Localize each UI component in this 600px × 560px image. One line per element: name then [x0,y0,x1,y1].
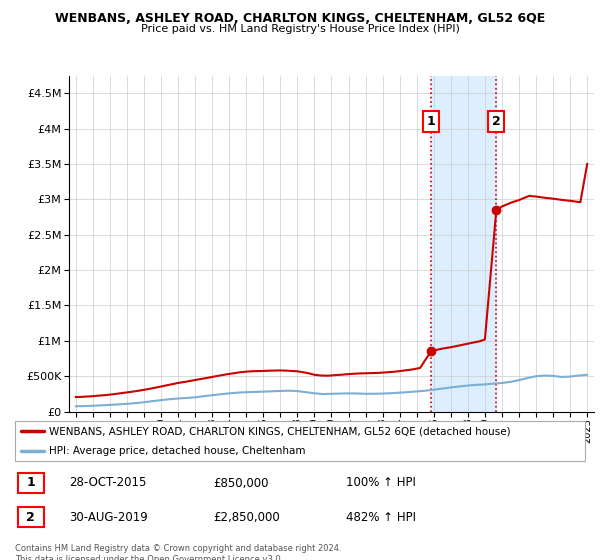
Text: £850,000: £850,000 [214,477,269,489]
Bar [431,76,496,412]
Text: HPI: Average price, detached house, Cheltenham: HPI: Average price, detached house, Chel… [49,446,306,456]
Text: 482% ↑ HPI: 482% ↑ HPI [346,511,416,524]
Text: WENBANS, ASHLEY ROAD, CHARLTON KINGS, CHELTENHAM, GL52 6QE (detached house): WENBANS, ASHLEY ROAD, CHARLTON KINGS, CH… [49,426,511,436]
Text: 100% ↑ HPI: 100% ↑ HPI [346,477,416,489]
Text: 28-OCT-2015: 28-OCT-2015 [70,477,147,489]
Text: 2: 2 [26,511,35,524]
Text: Contains HM Land Registry data © Crown copyright and database right 2024.
This d: Contains HM Land Registry data © Crown c… [15,544,341,560]
Text: £2,850,000: £2,850,000 [214,511,280,524]
Text: 1: 1 [26,477,35,489]
FancyBboxPatch shape [18,473,44,493]
Text: 2: 2 [492,115,501,128]
Text: 30-AUG-2019: 30-AUG-2019 [70,511,148,524]
Text: 1: 1 [427,115,435,128]
FancyBboxPatch shape [15,421,585,461]
Text: WENBANS, ASHLEY ROAD, CHARLTON KINGS, CHELTENHAM, GL52 6QE: WENBANS, ASHLEY ROAD, CHARLTON KINGS, CH… [55,12,545,25]
Text: Price paid vs. HM Land Registry's House Price Index (HPI): Price paid vs. HM Land Registry's House … [140,24,460,34]
FancyBboxPatch shape [18,507,44,528]
